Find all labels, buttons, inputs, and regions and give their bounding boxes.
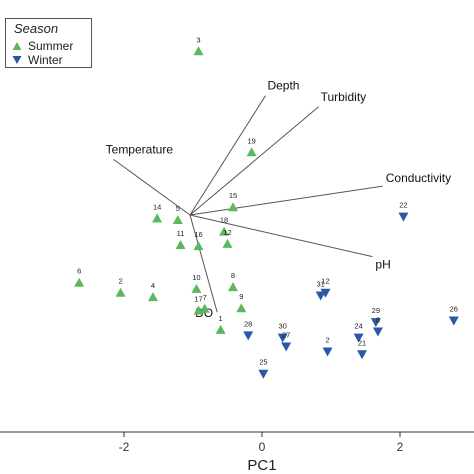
point-label: 9	[239, 292, 243, 301]
data-point	[219, 226, 230, 236]
point-label: 4	[151, 281, 155, 290]
data-point	[191, 283, 202, 293]
point-label: 6	[77, 267, 81, 276]
legend: Season Summer Winter	[5, 18, 92, 68]
x-tick-label: 2	[397, 440, 404, 454]
vector-label: Conductivity	[386, 171, 451, 185]
x-tick-label: 0	[259, 440, 266, 454]
data-point	[172, 214, 183, 224]
data-point	[147, 292, 158, 302]
data-point	[370, 318, 381, 328]
x-tick-label: -2	[119, 440, 130, 454]
data-point	[372, 327, 383, 337]
point-label: 15	[229, 191, 237, 200]
point-label: 29	[372, 306, 380, 315]
data-point	[398, 212, 409, 222]
point-label: 2	[325, 336, 329, 345]
data-point	[353, 333, 364, 343]
triangle-up-icon	[12, 42, 22, 50]
data-point	[215, 324, 226, 334]
data-point	[315, 291, 326, 301]
point-label: 31	[316, 279, 324, 288]
x-axis-label: PC1	[247, 457, 276, 474]
data-point	[152, 213, 163, 223]
point-label: 25	[259, 358, 267, 367]
vector-label: pH	[375, 258, 390, 272]
point-label: 27	[282, 331, 290, 340]
point-label: 10	[192, 273, 200, 282]
loading-vector	[189, 95, 266, 216]
point-label: 12	[321, 277, 329, 286]
point-label: 3	[196, 35, 200, 44]
point-label: 7	[203, 293, 207, 302]
point-label: 18	[220, 216, 228, 225]
point-label: 17	[194, 294, 202, 303]
legend-label-winter: Winter	[28, 53, 63, 67]
vector-label: Temperature	[106, 143, 174, 157]
loading-vector	[189, 214, 218, 313]
loading-vector	[189, 214, 373, 258]
data-point	[74, 277, 85, 287]
vector-label: Depth	[267, 79, 299, 93]
legend-label-summer: Summer	[28, 39, 74, 53]
data-point	[320, 288, 331, 298]
data-point	[175, 239, 186, 249]
vector-label: Turbidity	[321, 90, 367, 104]
point-label: 22	[399, 201, 407, 210]
point-label: 19	[247, 136, 255, 145]
point-label: 28	[244, 319, 252, 328]
point-label: 21	[358, 338, 366, 347]
loading-vector	[113, 159, 191, 216]
triangle-down-icon	[12, 56, 22, 64]
point-label: 14	[153, 202, 161, 211]
data-point	[199, 303, 210, 313]
data-point	[277, 333, 288, 343]
legend-item-winter: Winter	[12, 53, 63, 67]
point-label: 8	[231, 271, 235, 280]
data-point	[246, 147, 257, 157]
point-label: 12	[223, 228, 231, 237]
point-label: 5	[176, 204, 180, 213]
data-point	[228, 282, 239, 292]
loading-vector	[189, 185, 383, 216]
point-label: 1	[219, 314, 223, 323]
data-point	[236, 303, 247, 313]
legend-title: Season	[14, 21, 59, 36]
data-point	[322, 347, 333, 357]
point-label: 8	[376, 316, 380, 325]
data-point	[357, 350, 368, 360]
legend-item-summer: Summer	[12, 39, 73, 53]
point-label: 24	[354, 322, 362, 331]
data-point	[448, 316, 459, 326]
data-point	[228, 202, 239, 212]
data-point	[193, 46, 204, 56]
point-label: 2	[118, 277, 122, 286]
data-point	[281, 342, 292, 352]
point-label: 30	[279, 322, 287, 331]
loading-vector	[189, 106, 319, 216]
point-label: 11	[177, 229, 185, 238]
point-label: 16	[194, 230, 202, 239]
data-point	[193, 241, 204, 251]
data-point	[243, 331, 254, 341]
data-point	[115, 287, 126, 297]
data-point	[258, 369, 269, 379]
point-label: 26	[450, 304, 458, 313]
data-point	[222, 238, 233, 248]
